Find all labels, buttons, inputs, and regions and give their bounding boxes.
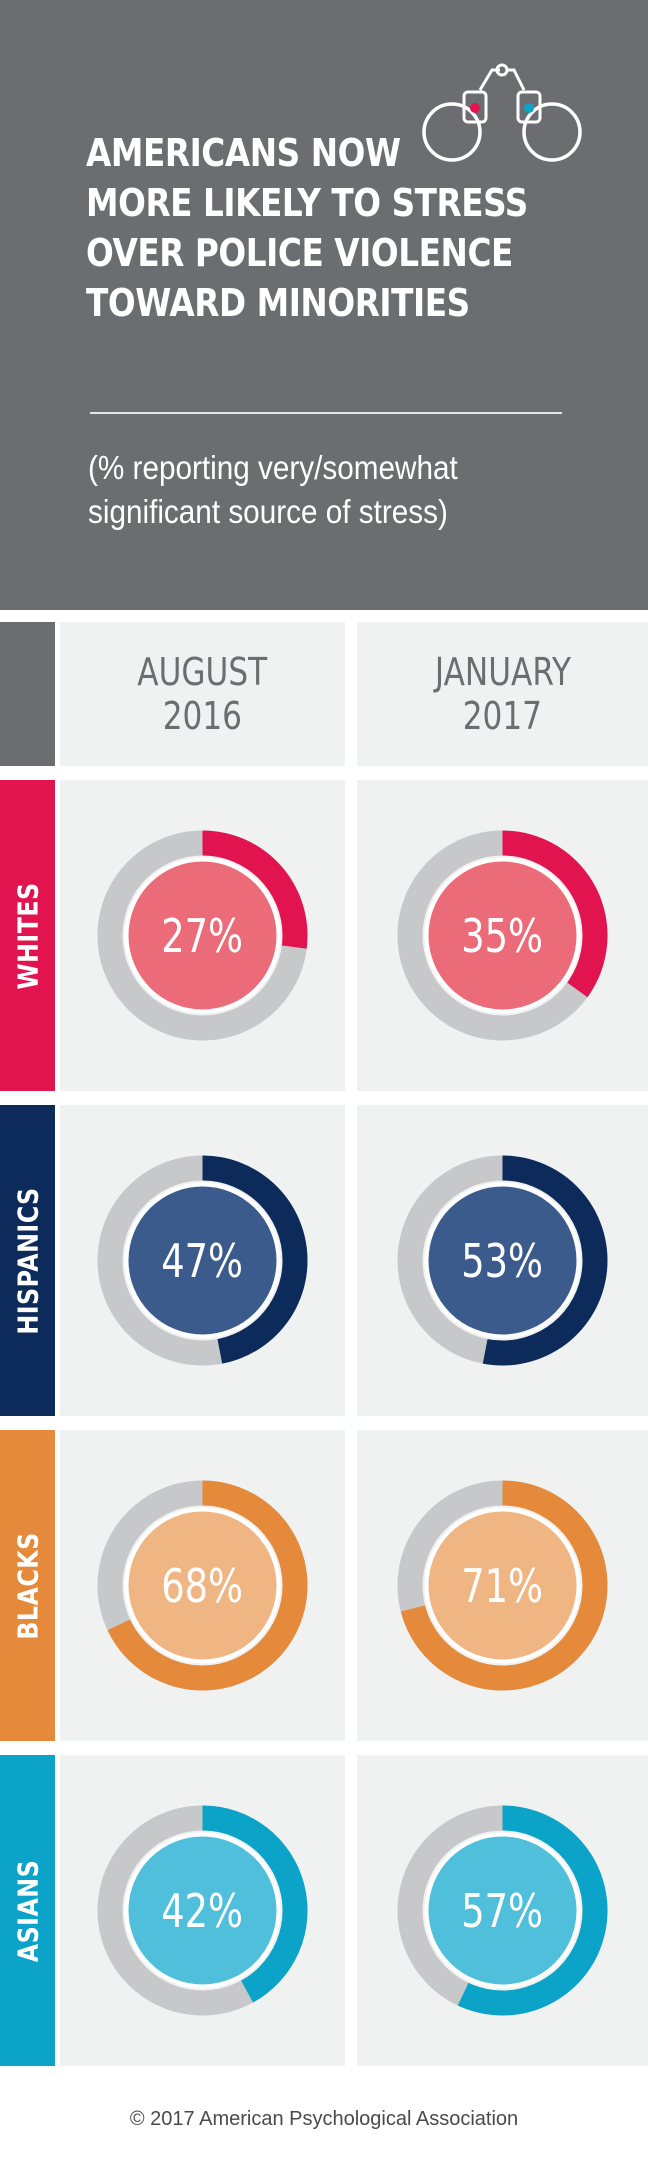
donut-chart bbox=[97, 1805, 308, 2016]
subtitle-line: (% reporting very/somewhat bbox=[88, 449, 458, 486]
donut-value-text: 27% bbox=[161, 908, 244, 963]
donut-chart bbox=[97, 1480, 308, 1691]
column-header-january-2017: JANUARY 2017 bbox=[357, 622, 648, 766]
donut-value-label: 57% bbox=[357, 1755, 648, 2066]
title-line: AMERICANS NOW bbox=[86, 131, 401, 175]
donut-value-text: 47% bbox=[161, 1233, 244, 1288]
category-label: BLACKS bbox=[11, 1531, 44, 1640]
donut-value-text: 68% bbox=[161, 1558, 244, 1613]
donut-value-label: 53% bbox=[357, 1105, 648, 1416]
donut-cell-hispanics-0: 47% bbox=[60, 1105, 345, 1416]
column-header-year: 2016 bbox=[162, 694, 243, 738]
donut-value-label: 27% bbox=[60, 780, 345, 1091]
column-header-month: JANUARY bbox=[434, 650, 571, 694]
donut-cell-blacks-0: 68% bbox=[60, 1430, 345, 1741]
donut-value-arc bbox=[482, 1155, 608, 1366]
donut-value-arc bbox=[202, 1805, 308, 2003]
donut-value-arc bbox=[202, 1155, 308, 1364]
donut-cell-whites-0: 27% bbox=[60, 780, 345, 1091]
page-title: AMERICANS NOW MORE LIKELY TO STRESS OVER… bbox=[86, 128, 528, 328]
category-label: HISPANICS bbox=[11, 1186, 44, 1335]
donut-center bbox=[424, 1507, 581, 1664]
donut-chart bbox=[397, 1805, 608, 2016]
subtitle-line: significant source of stress) bbox=[88, 493, 448, 530]
donut-value-label: 71% bbox=[357, 1430, 648, 1741]
donut-center bbox=[424, 1832, 581, 1989]
donut-value-arc bbox=[502, 830, 608, 998]
header-panel: AMERICANS NOW MORE LIKELY TO STRESS OVER… bbox=[0, 0, 648, 610]
donut-value-label: 47% bbox=[60, 1105, 345, 1416]
donut-chart bbox=[97, 830, 308, 1041]
donut-cell-asians-0: 42% bbox=[60, 1755, 345, 2066]
title-line: TOWARD MINORITIES bbox=[86, 281, 470, 325]
donut-value-arc bbox=[457, 1805, 608, 2016]
donut-value-text: 57% bbox=[461, 1883, 544, 1938]
category-bar-blacks: BLACKS bbox=[0, 1430, 55, 1741]
header-corner bbox=[0, 622, 55, 766]
category-label: WHITES bbox=[11, 881, 44, 990]
donut-value-label: 42% bbox=[60, 1755, 345, 2066]
donut-center bbox=[424, 857, 581, 1014]
donut-value-label: 35% bbox=[357, 780, 648, 1091]
donut-center bbox=[124, 857, 281, 1014]
donut-chart bbox=[397, 1155, 608, 1366]
title-divider bbox=[90, 412, 562, 414]
donut-value-text: 71% bbox=[461, 1558, 544, 1613]
donut-cell-asians-1: 57% bbox=[357, 1755, 648, 2066]
column-header-month: AUGUST bbox=[137, 650, 268, 694]
donut-cell-hispanics-1: 53% bbox=[357, 1105, 648, 1416]
category-bar-hispanics: HISPANICS bbox=[0, 1105, 55, 1416]
column-header-year: 2017 bbox=[462, 694, 543, 738]
donut-center bbox=[124, 1182, 281, 1339]
donut-value-text: 35% bbox=[461, 908, 544, 963]
donut-value-text: 42% bbox=[161, 1883, 244, 1938]
donut-chart bbox=[397, 830, 608, 1041]
copyright-footer: © 2017 American Psychological Associatio… bbox=[129, 2108, 519, 2130]
donut-chart bbox=[397, 1480, 608, 1691]
title-line: MORE LIKELY TO STRESS bbox=[86, 181, 528, 225]
donut-value-text: 53% bbox=[461, 1233, 544, 1288]
donut-chart bbox=[97, 1155, 308, 1366]
donut-center bbox=[124, 1832, 281, 1989]
page-subtitle: (% reporting very/somewhat significant s… bbox=[88, 446, 511, 534]
column-header-august-2016: AUGUST 2016 bbox=[60, 622, 345, 766]
category-bar-whites: WHITES bbox=[0, 780, 55, 1091]
donut-cell-blacks-1: 71% bbox=[357, 1430, 648, 1741]
donut-value-label: 68% bbox=[60, 1430, 345, 1741]
handcuffs-icon bbox=[422, 63, 582, 162]
donut-cell-whites-1: 35% bbox=[357, 780, 648, 1091]
category-bar-asians: ASIANS bbox=[0, 1755, 55, 2066]
title-line: OVER POLICE VIOLENCE bbox=[86, 231, 513, 275]
donut-center bbox=[124, 1507, 281, 1664]
donut-center bbox=[424, 1182, 581, 1339]
category-label: ASIANS bbox=[11, 1859, 44, 1962]
